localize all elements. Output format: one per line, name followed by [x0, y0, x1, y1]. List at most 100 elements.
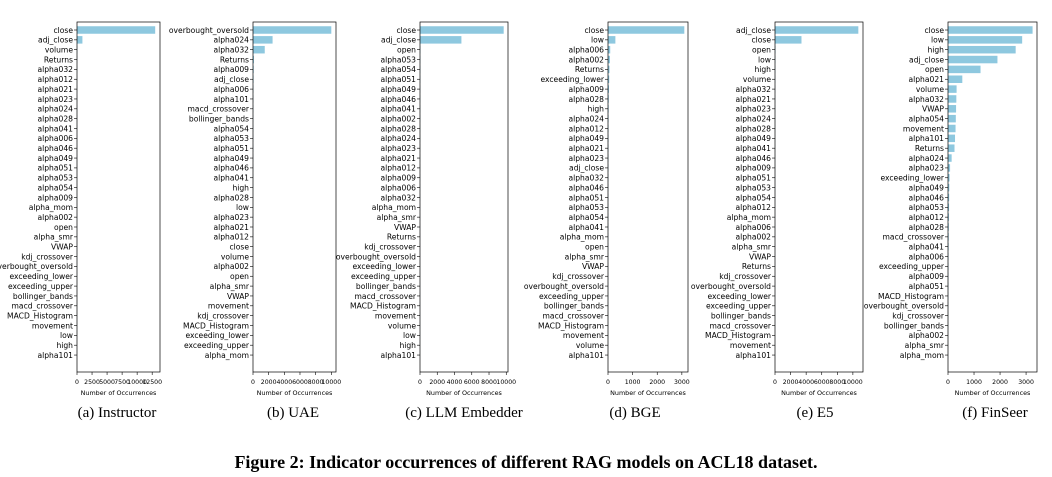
category-label: open	[397, 46, 416, 55]
category-label: MACD_Histogram	[878, 292, 944, 301]
subcaption-finseer: (f) FinSeer	[962, 405, 1028, 421]
category-label: alpha041	[380, 105, 416, 114]
category-label: alpha_smr	[34, 233, 74, 242]
category-label: alpha032	[380, 193, 416, 202]
category-label: alpha002	[213, 262, 249, 271]
x-tick-label: 6000	[464, 379, 480, 386]
category-label: VWAP	[227, 292, 249, 301]
category-label: alpha024	[37, 105, 73, 114]
category-label: alpha021	[908, 75, 944, 84]
category-label: alpha024	[735, 114, 771, 123]
bar-Returns	[253, 55, 254, 64]
category-label: alpha101	[908, 134, 944, 143]
category-label: alpha051	[568, 193, 604, 202]
category-label: high	[399, 341, 416, 350]
subcaption-bge: (d) BGE	[609, 405, 661, 421]
x-tick-label: 2000	[261, 379, 277, 386]
bar-alpha009	[608, 85, 609, 93]
x-axis-label: Number of Occurrences	[81, 389, 157, 397]
plot-frame	[76, 21, 161, 373]
category-label: alpha012	[908, 213, 944, 222]
x-tick-label: 0	[606, 379, 610, 386]
category-label: alpha046	[37, 144, 73, 153]
subcaption-llm-embedder: (c) LLM Embedder	[405, 405, 523, 421]
category-label: adj_close	[38, 36, 73, 45]
x-tick-label: 2000	[649, 379, 665, 386]
category-label: Returns	[915, 144, 944, 153]
x-tick-label: 0	[418, 379, 422, 386]
bar-low	[948, 36, 1023, 44]
category-label: alpha046	[213, 164, 249, 173]
category-label: macd_crossover	[355, 292, 417, 301]
category-label: macd_crossover	[188, 105, 250, 114]
x-tick-label: 0	[251, 379, 255, 386]
bar-volume	[948, 85, 957, 93]
category-label: exceeding_lower	[880, 174, 944, 183]
category-label: close	[584, 26, 604, 35]
bar-movement	[948, 124, 956, 133]
category-label: alpha053	[380, 55, 416, 64]
category-label: Returns	[387, 233, 416, 242]
category-label: alpha049	[908, 183, 944, 192]
x-tick-label: 2500	[84, 379, 100, 386]
category-label: bollinger_bands	[544, 302, 604, 311]
bar-exceeding_lower	[948, 174, 950, 182]
category-label: alpha032	[568, 174, 604, 183]
bar-low	[608, 36, 616, 44]
category-label: alpha_mom	[205, 351, 249, 360]
x-axis-label: Number of Occurrences	[955, 389, 1031, 397]
category-label: MACD_Histogram	[183, 321, 249, 330]
category-label: alpha053	[908, 203, 944, 212]
category-label: alpha024	[568, 114, 604, 123]
category-label: alpha049	[568, 134, 604, 143]
category-label: alpha028	[37, 114, 73, 123]
category-label: alpha023	[908, 164, 944, 173]
x-tick-label: 3000	[1018, 379, 1034, 386]
category-label: bollinger_bands	[884, 321, 944, 330]
plot-frame	[947, 21, 1038, 373]
x-axis-label: Number of Occurrences	[781, 389, 857, 397]
bar-alpha024	[948, 154, 952, 162]
category-label: exceeding_upper	[539, 292, 605, 301]
category-label: low	[403, 331, 416, 340]
category-label: alpha041	[568, 223, 604, 232]
category-label: alpha054	[213, 124, 249, 133]
figure-charts: closeadj_closevolumeReturnsalpha032alpha…	[0, 21, 1038, 397]
category-label: MACD_Histogram	[350, 302, 416, 311]
category-label: alpha053	[735, 183, 771, 192]
x-tick-label: 8000	[481, 379, 497, 386]
category-label: volume	[221, 252, 249, 261]
category-label: alpha032	[37, 65, 73, 74]
figure-caption: Figure 2: Indicator occurrences of diffe…	[234, 452, 818, 472]
category-label: alpha_mom	[727, 213, 771, 222]
category-label: alpha021	[735, 95, 771, 104]
category-label: alpha024	[908, 154, 944, 163]
bar-alpha012	[948, 213, 949, 221]
category-label: volume	[388, 321, 416, 330]
bar-alpha028	[608, 95, 609, 103]
category-label: MACD_Histogram	[538, 321, 604, 330]
category-label: close	[229, 243, 249, 252]
category-label: open	[585, 243, 604, 252]
category-label: bollinger_bands	[356, 282, 416, 291]
category-label: alpha051	[37, 164, 73, 173]
category-label: adj_close	[736, 26, 771, 35]
category-label: volume	[576, 341, 604, 350]
plot-frame	[774, 21, 864, 373]
bar-close	[608, 26, 685, 34]
category-label: exceeding_lower	[352, 262, 416, 271]
bar-alpha054	[948, 114, 956, 123]
category-label: alpha023	[568, 154, 604, 163]
category-label: alpha028	[380, 124, 416, 133]
x-tick-label: 2000	[992, 379, 1008, 386]
category-label: high	[232, 183, 249, 192]
bar-alpha101	[948, 134, 956, 143]
category-label: alpha054	[380, 65, 416, 74]
bar-close	[420, 26, 504, 34]
category-label: alpha101	[37, 351, 73, 360]
category-label: volume	[45, 46, 73, 55]
x-tick-label: 7500	[114, 379, 130, 386]
bar-adj_close	[948, 55, 998, 64]
category-label: alpha012	[380, 164, 416, 173]
category-label: low	[758, 55, 771, 64]
